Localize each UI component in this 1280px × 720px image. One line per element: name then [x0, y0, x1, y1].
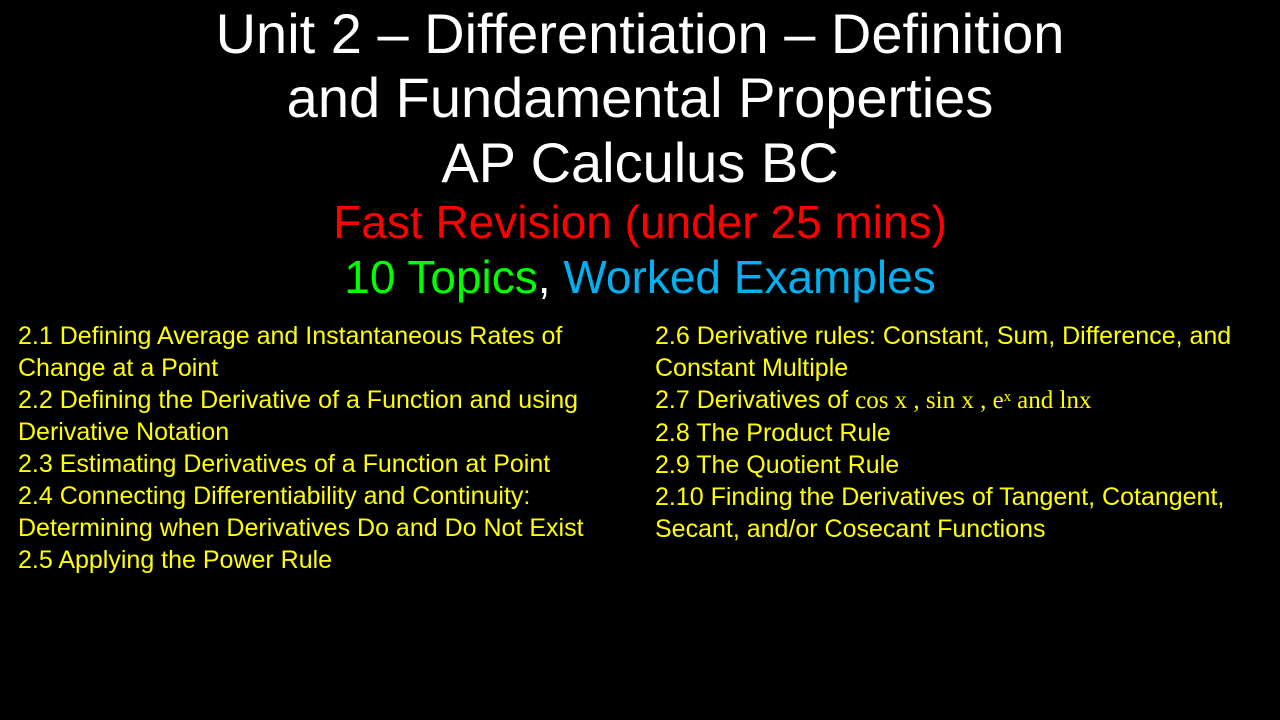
topic-math: cos x , sin x , eˣ and lnx [855, 387, 1091, 414]
topic-item: 2.7 Derivatives of cos x , sin x , eˣ an… [655, 384, 1262, 417]
topic-item: 2.1 Defining Average and Instantaneous R… [18, 320, 625, 384]
topic-prefix: 2.7 Derivatives of [655, 386, 855, 414]
topic-item: 2.2 Defining the Derivative of a Functio… [18, 384, 625, 448]
title-line-3: AP Calculus BC [0, 131, 1280, 195]
topic-item: 2.3 Estimating Derivatives of a Function… [18, 448, 625, 480]
subtitle-blue: Worked Examples [563, 251, 935, 303]
title-line-2: and Fundamental Properties [0, 66, 1280, 130]
title-line-1: Unit 2 – Differentiation – Definition [0, 2, 1280, 66]
subtitle-green: 10 Topics [344, 251, 538, 303]
topic-item: 2.9 The Quotient Rule [655, 449, 1262, 481]
subtitle-mixed: 10 Topics, Worked Examples [0, 250, 1280, 305]
topics-container: 2.1 Defining Average and Instantaneous R… [0, 306, 1280, 576]
topic-item: 2.10 Finding the Derivatives of Tangent,… [655, 481, 1262, 545]
topic-item: 2.8 The Product Rule [655, 417, 1262, 449]
subtitle-red: Fast Revision (under 25 mins) [0, 195, 1280, 250]
topics-left-column: 2.1 Defining Average and Instantaneous R… [18, 320, 625, 576]
topic-item: 2.4 Connecting Differentiability and Con… [18, 480, 625, 544]
topic-item: 2.5 Applying the Power Rule [18, 544, 625, 576]
header-block: Unit 2 – Differentiation – Definition an… [0, 0, 1280, 306]
subtitle-comma: , [538, 251, 564, 303]
topics-right-column: 2.6 Derivative rules: Constant, Sum, Dif… [655, 320, 1262, 576]
topic-item: 2.6 Derivative rules: Constant, Sum, Dif… [655, 320, 1262, 384]
